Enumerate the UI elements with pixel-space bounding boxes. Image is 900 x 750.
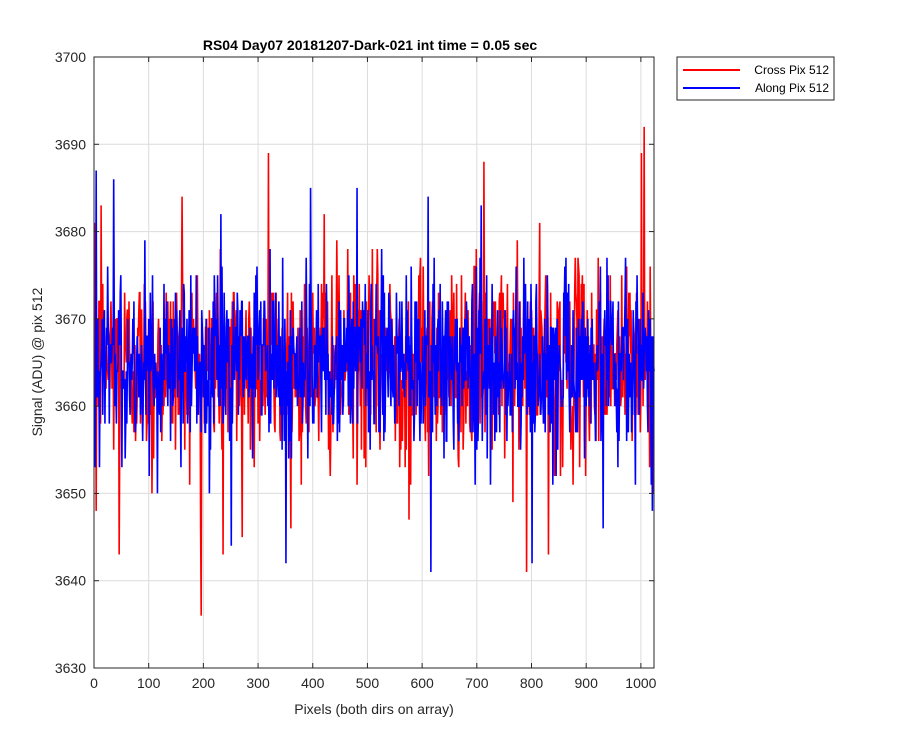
x-tick-label: 700 <box>465 675 489 691</box>
y-tick-label: 3660 <box>55 398 86 414</box>
y-tick-label: 3690 <box>55 136 86 152</box>
y-tick-label: 3630 <box>55 660 86 676</box>
chart-title: RS04 Day07 20181207-Dark-021 int time = … <box>203 37 537 53</box>
x-tick-label: 400 <box>301 675 325 691</box>
ticks: 0 100 200 300 400 500 600 700 800 900 1000 3630 3640… <box>55 49 657 691</box>
x-tick-label: 600 <box>410 675 434 691</box>
legend: Cross Pix 512 Along Pix 512 <box>676 56 835 101</box>
y-tick-label: 3640 <box>55 573 86 589</box>
y-tick-label: 3700 <box>55 49 86 65</box>
legend-entry-along: Along Pix 512 <box>755 81 829 95</box>
series-layer <box>93 126 655 616</box>
x-tick-label: 500 <box>356 675 380 691</box>
y-tick-label: 3680 <box>55 224 86 240</box>
legend-box <box>676 56 835 101</box>
x-tick-label: 1000 <box>625 675 656 691</box>
x-tick-label: 100 <box>137 675 161 691</box>
x-tick-label: 300 <box>246 675 270 691</box>
y-tick-label: 3650 <box>55 485 86 501</box>
series-line-1 <box>93 170 655 572</box>
x-axis-label: Pixels (both dirs on array) <box>294 701 454 717</box>
plot-frame <box>93 56 655 669</box>
x-tick-label: 0 <box>90 675 98 691</box>
x-tick-label: 200 <box>192 675 216 691</box>
y-axis-label: Signal (ADU) @ pix 512 <box>29 287 45 436</box>
legend-entry-cross: Cross Pix 512 <box>754 63 829 77</box>
x-tick-label: 800 <box>520 675 544 691</box>
y-tick-label: 3670 <box>55 311 86 327</box>
x-tick-label: 900 <box>575 675 599 691</box>
